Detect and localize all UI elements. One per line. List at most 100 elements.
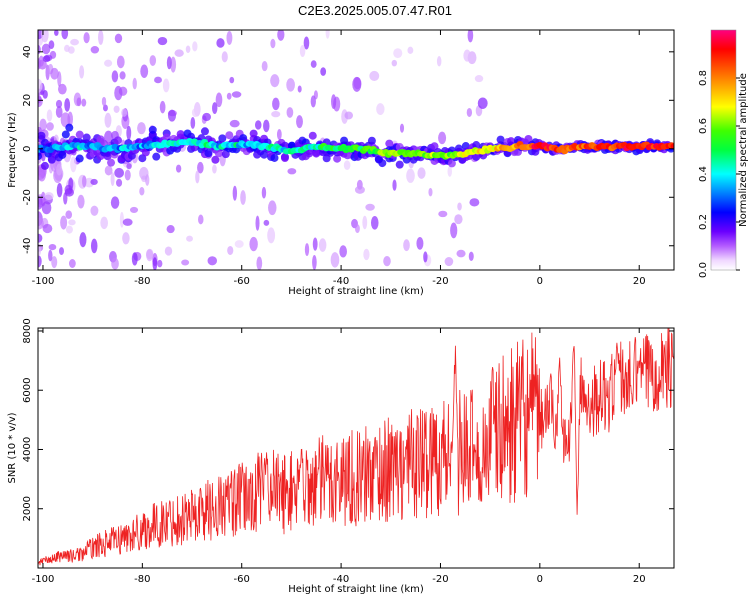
heatmap-noise-speck (54, 30, 59, 36)
spectrogram-x-tick-label: -40 (333, 276, 349, 287)
heatmap-noise-speck (417, 167, 426, 179)
heatmap-noise-speck (343, 160, 351, 171)
heatmap-noise-speck (365, 203, 375, 211)
heatmap-noise-speck (438, 131, 447, 145)
heatmap-noise-speck (162, 78, 170, 93)
heatmap-noise-speck (310, 60, 317, 68)
heatmap-noise-speck (423, 251, 428, 263)
spectrogram-y-tick-label: -40 (22, 238, 33, 254)
heatmap-noise-speck (272, 97, 280, 111)
heatmap-band-cell (333, 154, 342, 163)
heatmap-band-cell (152, 152, 161, 161)
heatmap-noise-speck (403, 239, 410, 252)
heatmap-band-cell (430, 142, 439, 151)
heatmap-noise-speck (152, 257, 158, 270)
heatmap-noise-speck (166, 56, 172, 70)
heatmap-noise-speck (119, 211, 124, 228)
heatmap-noise-speck (82, 175, 87, 188)
heatmap-noise-speck (98, 30, 104, 45)
snr-x-tick-label: 20 (633, 574, 646, 585)
heatmap-noise-speck (55, 99, 63, 109)
heatmap-noise-speck (212, 102, 218, 115)
heatmap-noise-speck (164, 246, 173, 256)
heatmap-noise-speck (255, 215, 260, 231)
heatmap-noise-speck (61, 30, 69, 40)
heatmap-noise-speck (48, 40, 55, 50)
heatmap-noise-speck (174, 49, 184, 57)
heatmap-noise-speck (197, 161, 204, 174)
heatmap-noise-speck (249, 236, 258, 252)
heatmap-noise-speck (124, 169, 131, 181)
heatmap-ridge-cell (670, 143, 674, 150)
heatmap-noise-speck (79, 65, 85, 79)
heatmap-band-cell (200, 127, 209, 136)
heatmap-band-cell (204, 149, 213, 158)
heatmap-noise-speck (90, 46, 100, 54)
heatmap-noise-speck (468, 251, 474, 261)
heatmap-noise-speck (157, 36, 168, 46)
heatmap-noise-speck (454, 214, 463, 225)
heatmap-noise-speck (399, 123, 405, 133)
heatmap-noise-speck (297, 85, 302, 93)
heatmap-noise-speck (139, 186, 145, 196)
heatmap-noise-speck (444, 257, 454, 267)
heatmap-noise-speck (83, 32, 90, 44)
heatmap-band-cell (75, 154, 84, 163)
heatmap-noise-speck (456, 249, 466, 258)
heatmap-noise-speck (447, 166, 453, 177)
heatmap-noise-speck (101, 96, 107, 107)
heatmap-band-cell (40, 161, 49, 170)
spectrogram-x-tick-label: 0 (537, 276, 543, 287)
heatmap-noise-speck (42, 223, 53, 234)
heatmap-noise-speck (376, 103, 385, 116)
heatmap-noise-speck (40, 30, 49, 43)
heatmap-noise-speck (132, 77, 137, 90)
heatmap-noise-speck (287, 168, 297, 175)
heatmap-noise-speck (436, 56, 442, 67)
spectrogram-x-tick-label: -60 (234, 276, 250, 287)
heatmap-noise-speck (286, 107, 294, 118)
heatmap-noise-speck (46, 122, 54, 131)
heatmap-noise-speck (140, 64, 149, 78)
heatmap-noise-speck (60, 112, 71, 128)
heatmap-band-cell (211, 155, 220, 164)
snr-panel: -100 -80 -60 -40 -20 0 20 8000 6000 4000 2000 Hei… (7, 318, 675, 595)
heatmap-noise-speck (81, 98, 87, 107)
heatmap-noise-speck (286, 78, 295, 92)
colorbar-ticks: 0.0 0.2 0.4 0.6 0.8 (698, 70, 740, 278)
heatmap-noise-speck (175, 164, 182, 173)
heatmap-noise-speck (261, 186, 267, 199)
heatmap-noise-speck (325, 30, 330, 39)
heatmap-noise-speck (38, 94, 42, 104)
heatmap-noise-speck (116, 55, 125, 69)
heatmap-noise-speck (226, 92, 232, 100)
spectrogram-frame (37, 29, 675, 271)
heatmap-noise-speck (60, 215, 68, 230)
colorbar-tick-label: 0.4 (698, 166, 709, 182)
heatmap-band-cell (221, 150, 230, 159)
heatmap-noise-speck (226, 30, 233, 45)
heatmap-noise-speck (114, 33, 123, 44)
heatmap-noise-speck (221, 51, 228, 63)
heatmap-noise-speck (263, 119, 270, 133)
heatmap-noise-speck (129, 206, 139, 214)
heatmap-band-cell (65, 123, 74, 132)
heatmap-noise-speck (159, 100, 166, 114)
colorbar: 0.0 0.2 0.4 0.6 0.8 Normalized spectral ampl… (698, 29, 749, 278)
heatmap-noise-speck (77, 194, 85, 209)
heatmap-noise-speck (38, 196, 43, 210)
heatmap-noise-speck (104, 130, 113, 144)
colorbar-tick-label: 0.0 (698, 262, 709, 278)
heatmap-noise-speck (68, 259, 76, 268)
heatmap-noise-speck (339, 245, 347, 258)
snr-y-tick-label: 4000 (22, 437, 33, 462)
heatmap-noise-speck (104, 165, 113, 176)
heatmap-noise-speck (181, 259, 190, 266)
heatmap-noise-speck (64, 44, 70, 53)
spectrogram-panel: -100 -80 -60 -40 -20 0 20 40 20 0 -20 -40 Height o… (7, 29, 675, 297)
heatmap-noise-speck (270, 74, 280, 88)
heatmap-noise-speck (438, 210, 448, 218)
heatmap-noise-speck (64, 188, 75, 197)
spectrogram-y-axis: 40 20 0 -20 -40 (22, 45, 674, 254)
